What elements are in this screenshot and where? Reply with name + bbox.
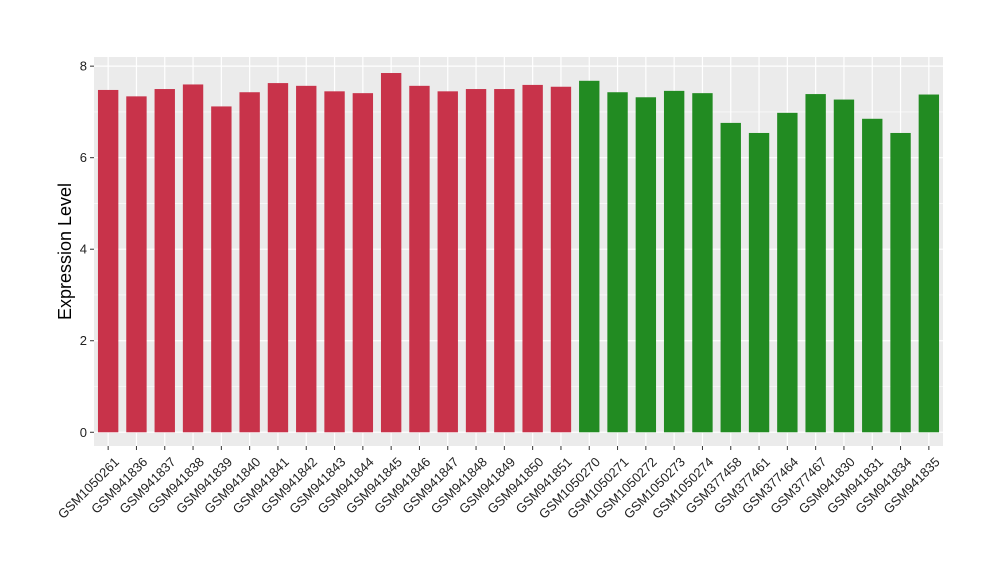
bar bbox=[380, 73, 402, 433]
bar bbox=[182, 84, 204, 433]
bar bbox=[494, 89, 515, 433]
bar bbox=[777, 112, 798, 433]
bar bbox=[324, 91, 345, 433]
bar bbox=[833, 99, 855, 433]
bar bbox=[154, 89, 175, 433]
bar bbox=[918, 94, 940, 433]
bar bbox=[579, 80, 600, 433]
bars bbox=[97, 73, 940, 433]
bar bbox=[862, 118, 883, 433]
bar bbox=[635, 97, 657, 433]
plot-panel bbox=[94, 57, 943, 446]
bar bbox=[663, 90, 685, 433]
y-tick-label: 6 bbox=[80, 150, 87, 165]
bar bbox=[890, 132, 911, 433]
bar bbox=[239, 92, 260, 433]
bar bbox=[720, 122, 741, 433]
bar bbox=[692, 93, 713, 433]
bar bbox=[465, 89, 487, 433]
bar bbox=[211, 106, 232, 433]
bar bbox=[97, 89, 119, 433]
bar bbox=[126, 96, 147, 433]
bar bbox=[437, 91, 458, 433]
y-tick-label: 2 bbox=[80, 333, 87, 348]
bar bbox=[607, 92, 628, 433]
bar bbox=[748, 132, 770, 433]
y-axis-title: Expression Level bbox=[55, 183, 75, 320]
bar bbox=[522, 84, 543, 433]
bar bbox=[267, 83, 289, 433]
bar bbox=[550, 86, 572, 433]
y-axis: 0 2 4 6 8 bbox=[80, 59, 94, 440]
bar bbox=[409, 85, 430, 433]
y-tick-label: 8 bbox=[80, 59, 87, 74]
y-tick-label: 0 bbox=[80, 425, 87, 440]
bar bbox=[352, 93, 374, 433]
bar bbox=[296, 85, 317, 433]
bar bbox=[805, 94, 826, 433]
x-axis: GSM1050261GSM941836GSM941837GSM941838GSM… bbox=[55, 446, 943, 522]
y-tick-label: 4 bbox=[80, 242, 87, 257]
